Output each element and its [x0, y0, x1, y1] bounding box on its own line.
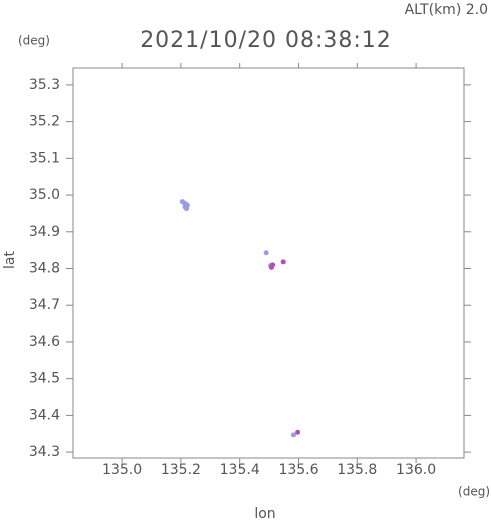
- echo-point: [183, 206, 189, 212]
- x-tick-label: 136.0: [396, 462, 436, 478]
- y-tick-label: 34.4: [29, 407, 60, 423]
- y-tick-label: 34.7: [29, 297, 60, 313]
- y-tick-label: 34.5: [29, 371, 60, 387]
- plot-frame: [72, 67, 465, 459]
- y-tick-label: 34.9: [29, 224, 60, 240]
- altitude-label: ALT(km) 2.0: [405, 2, 488, 18]
- y-axis-label: lat: [2, 251, 18, 269]
- y-tick-label: 35.2: [29, 114, 60, 130]
- echo-point: [290, 432, 296, 438]
- x-axis-label: lon: [254, 506, 275, 521]
- x-tick-label: 135.8: [337, 462, 377, 478]
- echo-point: [295, 429, 301, 435]
- x-tick-label: 135.2: [161, 462, 201, 478]
- y-tick-label: 35.1: [29, 150, 60, 166]
- y-tick-label: 34.6: [29, 334, 60, 350]
- y-tick-label: 35.3: [29, 77, 60, 93]
- x-tick-label: 135.0: [102, 462, 142, 478]
- x-tick-label: 135.4: [220, 462, 260, 478]
- echo-point: [263, 250, 269, 256]
- y-unit: (deg): [18, 34, 50, 48]
- x-tick-label: 135.6: [278, 462, 318, 478]
- echo-point: [280, 259, 286, 265]
- x-unit: (deg): [458, 485, 490, 499]
- y-tick-label: 35.0: [29, 187, 60, 203]
- y-tick-label: 34.3: [29, 444, 60, 460]
- echo-point: [270, 262, 276, 268]
- chart-title: 2021/10/20 08:38:12: [140, 28, 392, 53]
- y-tick-label: 34.8: [29, 261, 60, 277]
